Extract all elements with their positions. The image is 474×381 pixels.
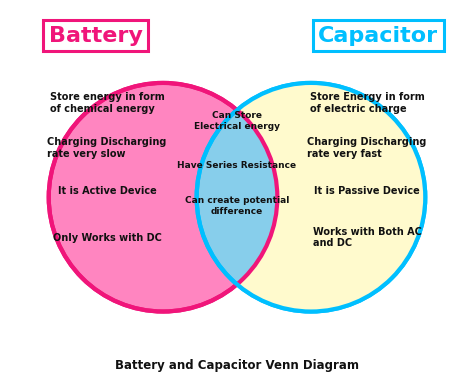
Circle shape (197, 83, 425, 312)
Circle shape (49, 83, 277, 312)
Text: Only Works with DC: Only Works with DC (53, 232, 162, 243)
Text: Charging Discharging
rate very slow: Charging Discharging rate very slow (47, 137, 167, 159)
Text: Have Series Resistance: Have Series Resistance (177, 161, 297, 170)
Text: Battery: Battery (49, 26, 143, 46)
Text: Works with Both AC
and DC: Works with Both AC and DC (312, 227, 421, 248)
Polygon shape (237, 83, 425, 312)
Text: Battery and Capacitor Venn Diagram: Battery and Capacitor Venn Diagram (115, 359, 359, 372)
Text: Can create potential
difference: Can create potential difference (185, 197, 289, 216)
Text: It is Active Device: It is Active Device (58, 186, 156, 195)
Text: Charging Discharging
rate very fast: Charging Discharging rate very fast (307, 137, 427, 159)
Text: Store Energy in form
of electric charge: Store Energy in form of electric charge (310, 92, 424, 114)
Text: It is Passive Device: It is Passive Device (314, 186, 420, 195)
Text: Capacitor: Capacitor (318, 26, 438, 46)
Text: Can Store
Electrical energy: Can Store Electrical energy (194, 111, 280, 131)
Text: Store energy in form
of chemical energy: Store energy in form of chemical energy (50, 92, 164, 114)
